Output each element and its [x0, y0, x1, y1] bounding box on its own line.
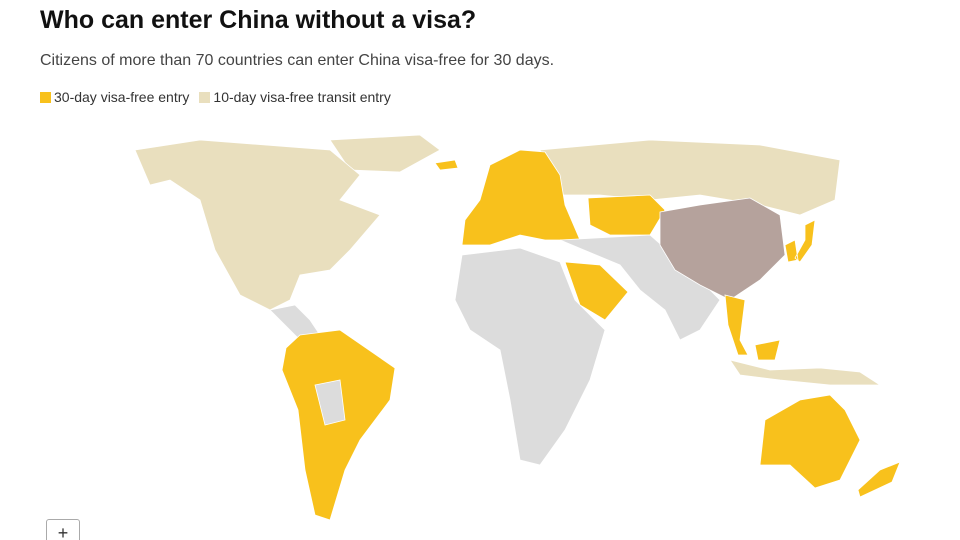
- north-america: [134, 139, 381, 311]
- legend-item: 30-day visa-free entry: [40, 89, 189, 105]
- saudi-arabia: [564, 261, 629, 321]
- legend-swatch: [40, 91, 51, 103]
- legend-label: 10-day visa-free transit entry: [213, 89, 391, 105]
- korea-japan: [784, 219, 816, 263]
- legend-swatch: [199, 91, 211, 103]
- title: Who can enter China without a visa?: [40, 6, 477, 34]
- legend-label: 30-day visa-free entry: [54, 89, 190, 105]
- china: [659, 197, 786, 301]
- legend-item: 10-day visa-free transit entry: [199, 89, 391, 105]
- iceland: [434, 159, 459, 171]
- europe: [461, 149, 581, 246]
- south-america-gray: [314, 379, 346, 426]
- africa: [454, 247, 606, 466]
- kazakhstan: [587, 194, 666, 236]
- indonesia: [729, 359, 882, 386]
- legend: 30-day visa-free entry 10-day visa-free …: [40, 89, 391, 105]
- zoom-in-button[interactable]: +: [46, 519, 80, 540]
- new-zealand: [857, 461, 901, 498]
- south-america: [281, 329, 396, 521]
- subtitle: Citizens of more than 70 countries can e…: [40, 52, 555, 69]
- russia: [539, 139, 841, 216]
- southeast-asia: [724, 294, 781, 361]
- australia: [759, 394, 861, 489]
